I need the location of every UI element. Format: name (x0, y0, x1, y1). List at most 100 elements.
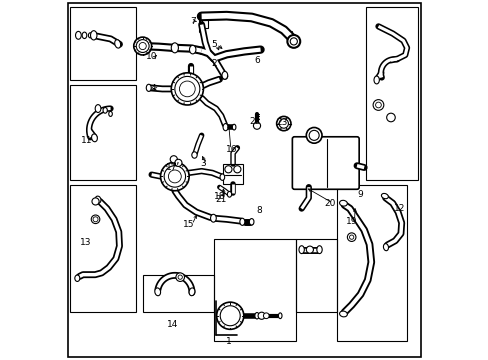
Text: 11: 11 (81, 136, 92, 145)
Text: 23: 23 (276, 118, 287, 127)
Text: 8: 8 (255, 206, 261, 215)
Circle shape (349, 235, 353, 239)
Ellipse shape (108, 111, 112, 116)
Bar (214, 239, 296, 341)
Ellipse shape (339, 311, 346, 317)
Ellipse shape (227, 192, 231, 197)
Circle shape (170, 156, 177, 163)
Circle shape (91, 215, 100, 224)
Ellipse shape (220, 174, 224, 180)
Circle shape (136, 40, 149, 53)
Ellipse shape (95, 105, 101, 112)
Circle shape (92, 198, 99, 205)
Ellipse shape (316, 246, 322, 253)
Circle shape (160, 162, 189, 191)
Ellipse shape (381, 193, 387, 199)
Bar (70, 185, 135, 312)
Text: 13: 13 (80, 238, 91, 247)
Text: 1: 1 (225, 337, 231, 346)
Circle shape (164, 166, 185, 187)
Ellipse shape (373, 76, 379, 84)
Bar (223, 164, 242, 184)
Circle shape (386, 113, 394, 122)
Ellipse shape (240, 218, 244, 225)
Ellipse shape (146, 84, 151, 91)
Ellipse shape (339, 200, 346, 206)
Circle shape (263, 313, 268, 319)
Circle shape (178, 275, 182, 279)
Circle shape (279, 119, 288, 128)
Circle shape (93, 217, 98, 222)
Ellipse shape (191, 152, 197, 158)
Text: 3: 3 (200, 159, 206, 168)
Ellipse shape (210, 214, 216, 222)
Circle shape (139, 42, 146, 50)
Ellipse shape (75, 31, 81, 39)
Bar (70, 85, 135, 180)
Ellipse shape (82, 32, 86, 39)
Ellipse shape (189, 288, 195, 296)
Ellipse shape (298, 246, 304, 253)
Text: 22: 22 (249, 117, 260, 126)
Text: 6: 6 (254, 56, 259, 65)
Text: 21: 21 (215, 195, 226, 204)
Text: 9: 9 (357, 190, 363, 199)
Bar (296, 239, 337, 312)
Ellipse shape (90, 31, 97, 40)
Text: 14: 14 (167, 320, 179, 329)
Text: 20: 20 (324, 199, 335, 208)
Circle shape (375, 102, 381, 108)
Circle shape (276, 116, 290, 131)
Ellipse shape (222, 71, 227, 79)
Circle shape (220, 306, 240, 326)
Bar (70, 7, 135, 80)
Circle shape (233, 166, 241, 173)
Circle shape (253, 122, 260, 129)
Bar (365, 7, 418, 180)
Ellipse shape (75, 275, 80, 282)
Ellipse shape (95, 196, 101, 203)
Ellipse shape (88, 33, 92, 38)
FancyBboxPatch shape (292, 137, 358, 189)
Circle shape (171, 73, 203, 105)
Ellipse shape (155, 288, 160, 296)
Text: 18: 18 (213, 192, 225, 201)
Circle shape (372, 100, 383, 111)
Bar (337, 185, 406, 341)
Ellipse shape (278, 313, 282, 319)
Ellipse shape (249, 219, 253, 225)
Ellipse shape (171, 43, 178, 53)
Circle shape (290, 38, 297, 45)
Ellipse shape (189, 45, 196, 54)
Circle shape (168, 170, 181, 183)
Circle shape (179, 81, 195, 97)
Text: 10: 10 (145, 52, 157, 61)
Circle shape (175, 159, 182, 166)
Text: 2: 2 (211, 59, 217, 68)
Circle shape (287, 35, 300, 48)
Circle shape (305, 246, 313, 253)
Ellipse shape (91, 134, 97, 142)
Text: 5: 5 (211, 40, 217, 49)
Ellipse shape (232, 124, 235, 130)
Circle shape (346, 233, 355, 242)
Circle shape (224, 166, 231, 173)
Bar (142, 275, 214, 312)
Text: 16: 16 (226, 145, 237, 154)
Ellipse shape (383, 244, 387, 251)
Circle shape (305, 127, 322, 143)
Circle shape (308, 130, 319, 140)
Circle shape (176, 273, 184, 282)
Circle shape (216, 302, 244, 329)
Text: 4: 4 (150, 84, 156, 93)
Circle shape (258, 312, 264, 319)
Text: 15: 15 (183, 220, 195, 229)
Text: 7: 7 (189, 17, 195, 26)
Circle shape (134, 37, 151, 55)
Ellipse shape (223, 123, 227, 131)
Text: 12: 12 (393, 204, 405, 213)
Circle shape (175, 76, 200, 102)
Text: 17: 17 (165, 163, 177, 172)
Bar (201, 19, 207, 28)
Ellipse shape (115, 40, 121, 48)
